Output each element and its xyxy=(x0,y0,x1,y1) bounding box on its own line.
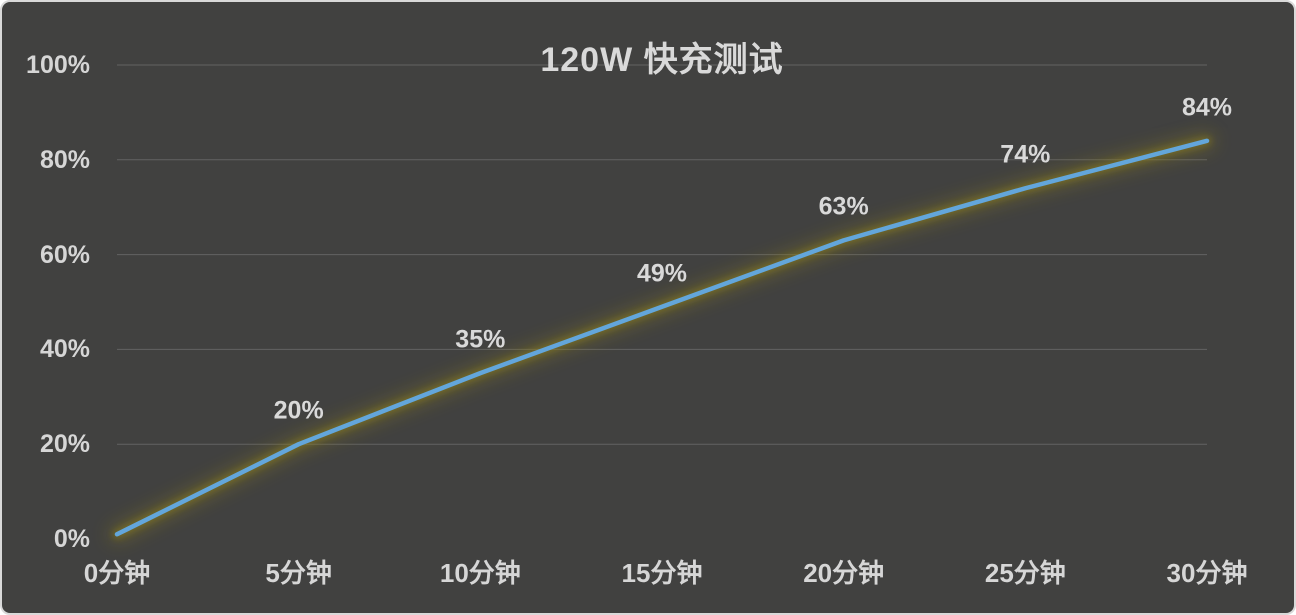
x-axis-label: 10分钟 xyxy=(439,558,521,588)
line-glow-outer xyxy=(109,132,1215,543)
y-axis-label: 0% xyxy=(53,525,90,553)
y-axis-label: 40% xyxy=(39,335,90,364)
chart-title: 120W 快充测试 xyxy=(540,41,784,79)
x-axis-label: 15分钟 xyxy=(621,558,703,588)
x-axis-label: 0分钟 xyxy=(83,558,151,588)
data-point-label: 49% xyxy=(636,259,688,288)
data-point-label: 63% xyxy=(818,192,869,221)
y-axis-label: 20% xyxy=(39,430,90,459)
x-axis-label: 30分钟 xyxy=(1166,558,1248,588)
data-point-label: 84% xyxy=(1181,93,1233,122)
y-axis-label: 100% xyxy=(26,51,90,79)
x-axis-label: 5分钟 xyxy=(265,558,332,588)
battery-charge-line-series xyxy=(114,138,1210,537)
data-point-label: 35% xyxy=(455,325,506,354)
y-axis-label: 80% xyxy=(39,145,90,174)
x-axis-label: 25分钟 xyxy=(984,558,1066,588)
data-point-label: 20% xyxy=(273,396,324,425)
data-point-label: 74% xyxy=(1000,140,1051,169)
line-glow-inner xyxy=(113,136,1211,539)
horizontal-gridlines xyxy=(117,64,1207,445)
x-axis-label: 20分钟 xyxy=(803,558,885,588)
y-axis-label: 60% xyxy=(39,240,90,269)
